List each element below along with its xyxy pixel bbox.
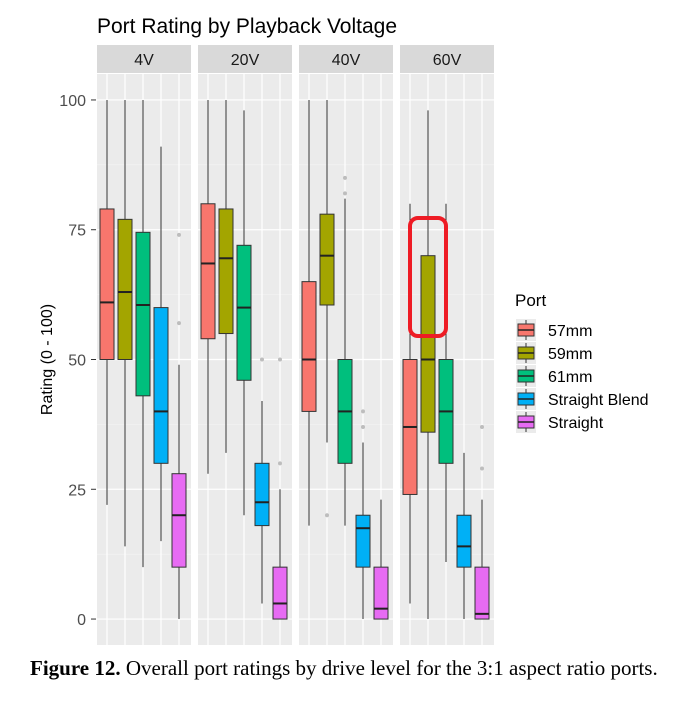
box-57mm	[99, 208, 115, 360]
outlier-point	[260, 357, 264, 362]
box-straight-blend	[355, 514, 371, 568]
facet-label: 4V	[134, 52, 154, 69]
box-straight-blend	[254, 462, 270, 527]
box-straight-blend	[153, 307, 169, 464]
facet-strip	[400, 45, 494, 73]
box-59mm	[218, 208, 234, 335]
outlier-point	[361, 424, 365, 429]
box-57mm	[301, 281, 317, 412]
box-59mm	[420, 255, 436, 433]
facet-strip	[97, 45, 191, 73]
outlier-point	[361, 409, 365, 414]
legend-label: 57mm	[548, 323, 592, 340]
legend-title: Port	[515, 291, 546, 310]
outlier-point	[343, 191, 347, 196]
box-straight	[373, 566, 389, 620]
box-straight	[272, 566, 288, 620]
chart-title: Port Rating by Playback Voltage	[97, 15, 397, 38]
box-61mm	[236, 244, 252, 381]
y-tick-label: 25	[68, 482, 86, 499]
legend-label: Straight Blend	[548, 392, 649, 409]
caption-label: Figure 12.	[30, 656, 121, 680]
facet-label: 60V	[433, 52, 462, 69]
outlier-point	[480, 424, 484, 429]
box-57mm	[200, 203, 216, 340]
box-59mm	[319, 213, 335, 306]
caption-text: Overall port ratings by drive level for …	[120, 656, 658, 680]
outlier-point	[177, 232, 181, 237]
legend-label: 61mm	[548, 369, 592, 386]
outlier-point	[278, 461, 282, 466]
outlier-point	[177, 321, 181, 326]
outlier-point	[278, 357, 282, 362]
outlier-point	[480, 466, 484, 471]
legend-label: Straight	[548, 415, 604, 432]
box-61mm	[135, 231, 151, 397]
outlier-point	[325, 513, 329, 518]
facet-strip	[198, 45, 292, 73]
box-straight-blend	[456, 514, 472, 568]
box-59mm	[117, 218, 133, 360]
y-tick-label: 75	[68, 223, 86, 240]
box-straight	[474, 566, 490, 620]
figure-caption: Figure 12. Overall port ratings by drive…	[30, 655, 670, 682]
box-straight	[171, 473, 187, 568]
facet-strip	[299, 45, 393, 73]
y-axis-label: Rating (0 - 100)	[39, 304, 56, 415]
y-tick-label: 0	[77, 612, 86, 629]
y-tick-label: 50	[68, 353, 86, 370]
facet-label: 20V	[231, 52, 260, 69]
y-tick-label: 100	[59, 93, 86, 110]
outlier-point	[343, 175, 347, 180]
facet-label: 40V	[332, 52, 361, 69]
annotation-highlight	[408, 216, 448, 338]
legend-label: 59mm	[548, 346, 592, 363]
